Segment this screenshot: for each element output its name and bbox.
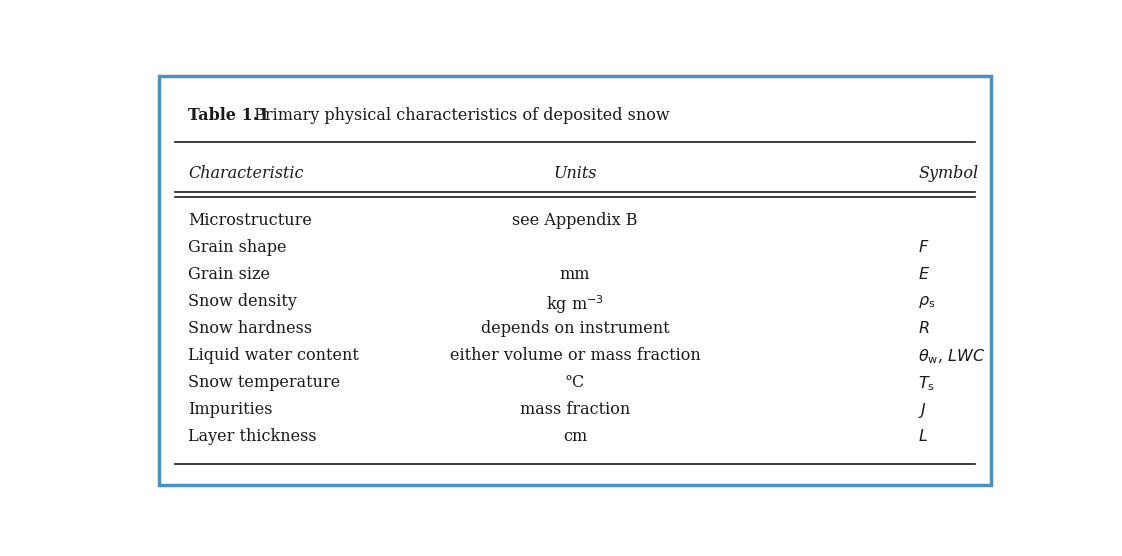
Text: Characteristic: Characteristic: [188, 165, 304, 182]
Text: $J$: $J$: [919, 401, 928, 420]
Text: Primary physical characteristics of deposited snow: Primary physical characteristics of depo…: [249, 107, 670, 125]
Text: $T$$_\mathrm{s}$: $T$$_\mathrm{s}$: [919, 374, 936, 393]
Text: $E$: $E$: [919, 266, 930, 283]
Text: Layer thickness: Layer thickness: [188, 428, 316, 445]
Text: Units: Units: [553, 165, 597, 182]
Text: °C: °C: [564, 374, 586, 391]
Text: $R$: $R$: [919, 320, 930, 337]
FancyBboxPatch shape: [159, 76, 991, 485]
Text: $L$: $L$: [919, 428, 928, 445]
Text: Snow hardness: Snow hardness: [188, 320, 312, 337]
Text: Symbol: Symbol: [919, 165, 978, 182]
Text: mass fraction: mass fraction: [519, 401, 631, 418]
Text: $F$: $F$: [919, 239, 930, 256]
Text: $\theta$$_\mathrm{w}$, $LWC$: $\theta$$_\mathrm{w}$, $LWC$: [919, 347, 986, 365]
Text: Grain shape: Grain shape: [188, 239, 286, 256]
Text: Grain size: Grain size: [188, 266, 270, 283]
Text: Table 1.1: Table 1.1: [188, 107, 269, 125]
Text: kg m$^{-3}$: kg m$^{-3}$: [546, 293, 604, 316]
Text: depends on instrument: depends on instrument: [480, 320, 670, 337]
Text: mm: mm: [560, 266, 590, 283]
Text: $\rho$$_\mathrm{s}$: $\rho$$_\mathrm{s}$: [919, 293, 936, 310]
Text: Liquid water content: Liquid water content: [188, 347, 359, 364]
Text: cm: cm: [563, 428, 587, 445]
Text: Snow temperature: Snow temperature: [188, 374, 340, 391]
Text: Snow density: Snow density: [188, 293, 297, 310]
Text: Microstructure: Microstructure: [188, 212, 312, 229]
Text: either volume or mass fraction: either volume or mass fraction: [450, 347, 700, 364]
Text: see Appendix B: see Appendix B: [513, 212, 637, 229]
Text: Impurities: Impurities: [188, 401, 273, 418]
